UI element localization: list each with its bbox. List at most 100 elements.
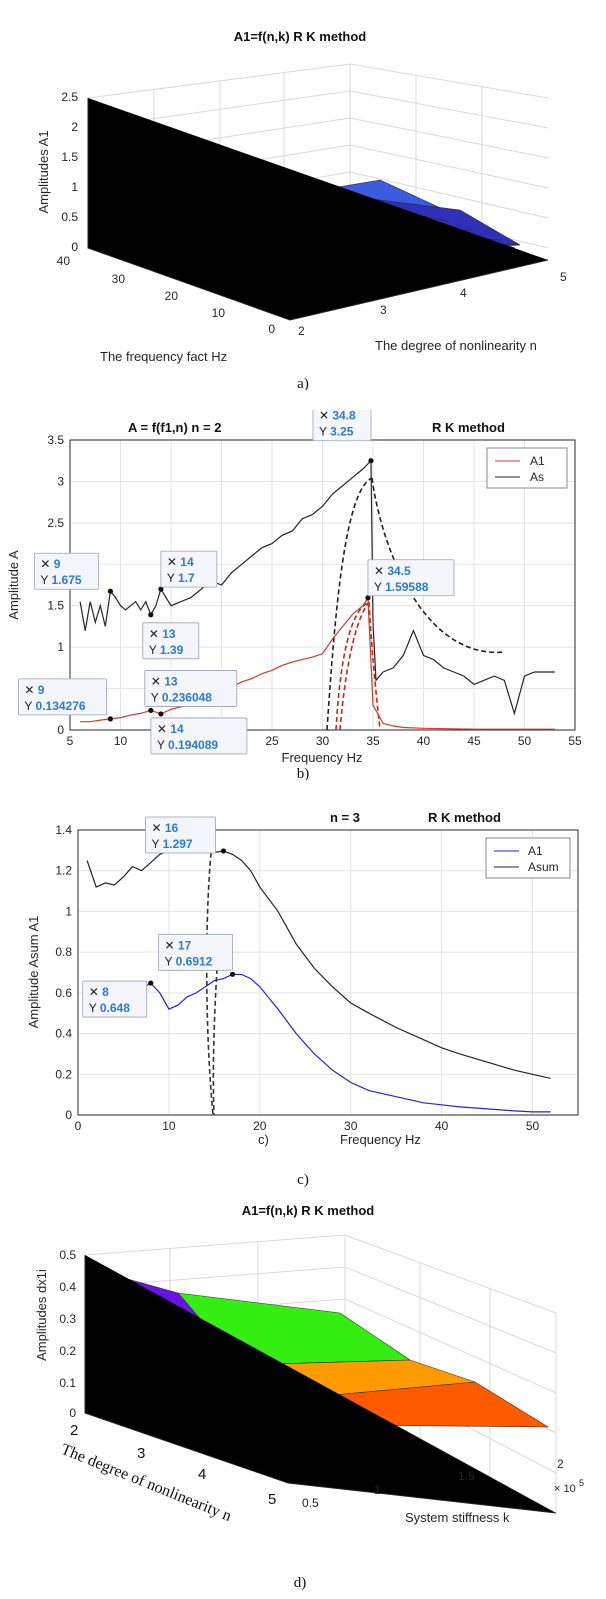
x-tick-label: 20	[253, 1119, 267, 1133]
ticks: 0 10 20 30 40 50 0 0.2 0.4 0.6 0.8 1 1.2 1.4	[55, 823, 539, 1133]
datatip-y: Y 0.194089	[157, 738, 219, 752]
x-tick-label: 0	[75, 1119, 82, 1133]
y-tick-label: 3.5	[47, 433, 64, 447]
chart-title-right: R K method	[428, 810, 501, 825]
z-axis-label: Amplitudes A1	[36, 130, 51, 213]
svg-text:0.5: 0.5	[59, 1248, 76, 1262]
datatip[interactable]: ✕ 8 Y 0.648	[82, 980, 154, 1018]
y-tick-label: 0.6	[55, 986, 72, 1000]
datatip-x: ✕ 8	[89, 985, 109, 999]
datatip[interactable]: ✕ 9 Y 1.675	[34, 552, 113, 594]
datatip-marker	[148, 980, 154, 986]
x-tick-label: 40	[435, 1119, 449, 1133]
datatip[interactable]: ✕ 17 Y 0.6912	[158, 933, 236, 977]
y-tick-label: 0	[65, 1108, 72, 1122]
datatip-box	[160, 550, 218, 588]
y-ticks: 40 30 20 10 0	[57, 254, 276, 336]
plot-frame	[77, 829, 579, 1116]
x-tick-label: 55	[568, 734, 582, 748]
panel-c: n = 3 R K method 0 10 20 30 40 50 0 0.2 0.4 0.6 0.…	[0, 800, 606, 1190]
y-tick-label: 3	[57, 474, 64, 488]
datatip-marker	[107, 588, 113, 594]
datatip-y: Y 1.297	[151, 837, 192, 851]
svg-text:1.5: 1.5	[458, 1469, 475, 1483]
y-tick-label: 1.4	[55, 823, 72, 837]
panel-a: A1=f(n,k) R K method 2.5 2 1.5 1 0.5 0 A…	[0, 0, 606, 392]
x-tick-label: 30	[316, 734, 330, 748]
svg-text:3: 3	[380, 303, 387, 317]
y-ticks: 0.5 1 1.5 2	[302, 1457, 564, 1510]
x-tick-label: 25	[265, 734, 279, 748]
datatip[interactable]: ✕ 13 Y 0.236048	[144, 670, 238, 714]
x-tick-label: 45	[467, 734, 481, 748]
series-line-asum	[86, 849, 551, 1079]
datatip-x: ✕ 14	[157, 722, 184, 736]
datatip[interactable]: ✕ 34.5 Y 1.59588	[365, 559, 455, 601]
svg-text:2: 2	[70, 1422, 78, 1439]
series	[86, 849, 551, 1113]
x-tick-label: 5	[67, 734, 74, 748]
axes	[84, 1255, 557, 1514]
datatip-x: ✕ 34.5	[374, 564, 411, 578]
datatip-marker	[365, 595, 371, 601]
datatip-y: Y 0.134276	[24, 699, 86, 713]
svg-text:2: 2	[71, 120, 78, 134]
y-tick-label: 2.5	[47, 516, 64, 530]
chart-title: A1=f(n,k) R K method	[234, 29, 367, 44]
datatip-box	[144, 670, 238, 707]
datatip-box	[158, 933, 233, 971]
datatip-y: Y 1.7	[167, 571, 195, 585]
surface-chart-a: A1=f(n,k) R K method 2.5 2 1.5 1 0.5 0 A…	[36, 29, 567, 392]
line-chart-b: A = f(f1,n) n = 2 R K method 51015202530…	[6, 404, 582, 782]
caption-d: d)	[294, 1575, 307, 1591]
datatip-x: ✕ 9	[40, 557, 60, 571]
y-tick-label: 0	[57, 723, 64, 737]
x-axis-label: The degree of nonlinearity n	[375, 338, 537, 353]
datatip-marker	[229, 971, 236, 977]
svg-text:0.4: 0.4	[59, 1280, 76, 1294]
svg-text:0.5: 0.5	[61, 210, 78, 224]
datatip-y: Y 0.236048	[151, 690, 213, 704]
datatip[interactable]: ✕ 14 Y 1.7	[158, 550, 218, 592]
datatips: ✕ 16 Y 1.297 ✕ 17 Y 0.6912 ✕ 8 Y 0.648	[82, 816, 236, 1018]
datatip-marker	[107, 716, 113, 722]
legend-a1: A1	[528, 844, 543, 858]
datatip-x: ✕ 17	[165, 938, 192, 952]
chart-title-left: A = f(f1,n) n = 2	[128, 420, 221, 435]
datatip[interactable]: ✕ 9 Y 0.134276	[17, 678, 113, 722]
y-axis-label: The frequency fact Hz	[100, 349, 227, 364]
datatip-x: ✕ 14	[167, 555, 194, 569]
datatip[interactable]: ✕ 34.8 Y 3.25	[312, 404, 374, 464]
datatip-box	[17, 678, 107, 716]
svg-text:× 10: × 10	[554, 1483, 576, 1495]
svg-text:0.1: 0.1	[59, 1376, 76, 1390]
datatip-y: Y 1.59588	[374, 580, 429, 594]
datatip-y: Y 0.648	[89, 1001, 130, 1015]
x-tick-label: 10	[162, 1119, 176, 1133]
z-ticks: 0.5 0.4 0.3 0.2 0.1 0	[59, 1248, 76, 1420]
panel-b: A = f(f1,n) n = 2 R K method 51015202530…	[0, 404, 606, 782]
datatip[interactable]: ✕ 13 Y 1.39	[142, 612, 200, 660]
chart-title-left: n = 3	[330, 810, 360, 825]
legend: A1 Asum	[485, 837, 571, 879]
svg-text:0.5: 0.5	[302, 1496, 319, 1510]
y-tick-label: 1	[57, 640, 64, 654]
datatip-x: ✕ 13	[151, 674, 178, 688]
svg-text:10: 10	[212, 306, 226, 320]
x-axis-label: Frequency Hz	[282, 750, 363, 765]
x-tick-label: 30	[344, 1119, 358, 1133]
x-tick-label: 35	[366, 734, 380, 748]
svg-text:1: 1	[71, 180, 78, 194]
datatip[interactable]: ✕ 16 Y 1.297	[145, 816, 227, 854]
datatip-box	[142, 622, 200, 660]
datatip-box	[367, 559, 455, 597]
backbone-curves	[326, 477, 506, 731]
datatip-y: Y 1.675	[40, 573, 81, 587]
svg-text:1: 1	[374, 1483, 381, 1497]
series-line-a1	[87, 973, 551, 1113]
datatip[interactable]: ✕ 14 Y 0.194089	[150, 711, 248, 755]
svg-text:2.5: 2.5	[61, 90, 78, 104]
datatip-box	[82, 980, 148, 1018]
z-ticks: 2.5 2 1.5 1 0.5 0	[61, 90, 78, 254]
datatip-marker	[368, 458, 374, 464]
